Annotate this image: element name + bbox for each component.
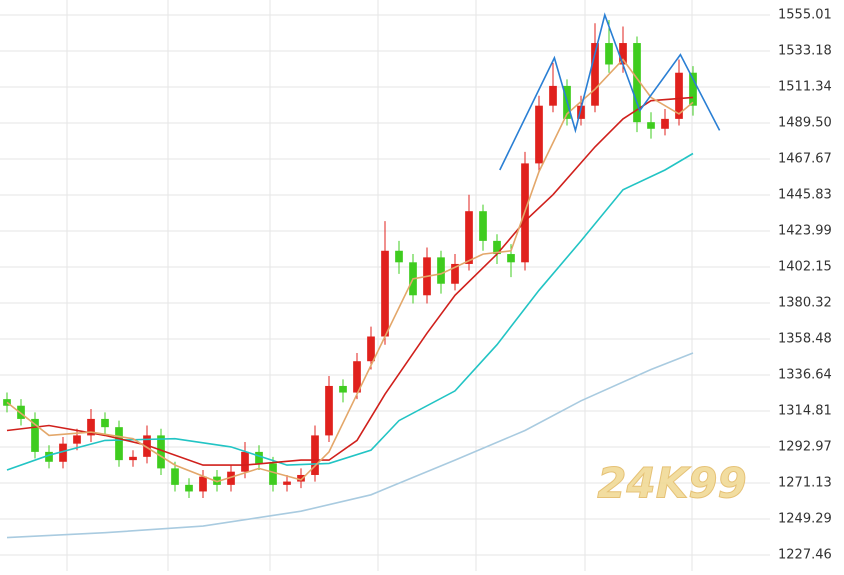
candle-body xyxy=(45,451,53,462)
candle-body xyxy=(647,122,655,129)
candle-body xyxy=(73,435,81,444)
horizontal-grid xyxy=(0,14,770,556)
candle-body xyxy=(311,435,319,475)
candle-body xyxy=(325,385,333,436)
candle-body xyxy=(269,463,277,485)
moving-average xyxy=(6,152,694,471)
moving-average xyxy=(6,352,694,539)
y-tick-label: 1249.29 xyxy=(778,512,832,527)
y-tick-label: 1271.13 xyxy=(778,475,832,490)
candle-body xyxy=(493,240,501,255)
y-tick-label: 1555.01 xyxy=(778,8,832,23)
y-tick-label: 1227.46 xyxy=(778,547,832,562)
candle-body xyxy=(241,451,249,472)
candle-body xyxy=(255,451,263,464)
candle-body xyxy=(283,481,291,485)
candle-body xyxy=(115,427,123,461)
candle-body xyxy=(129,456,137,461)
candle-body xyxy=(507,254,515,263)
candle-body xyxy=(661,118,669,129)
candle-body xyxy=(367,336,375,362)
y-tick-label: 1314.81 xyxy=(778,403,832,418)
y-tick-label: 1336.64 xyxy=(778,368,832,383)
moving-average xyxy=(6,58,694,483)
candle-body xyxy=(549,85,557,106)
candle-body xyxy=(353,361,361,393)
candle-body xyxy=(577,105,585,119)
y-tick-label: 1402.15 xyxy=(778,260,832,275)
candle-body xyxy=(227,471,235,485)
candle-body xyxy=(59,443,67,462)
candle-body xyxy=(395,250,403,263)
candle-body xyxy=(479,211,487,241)
y-tick-label: 1533.18 xyxy=(778,43,832,58)
candle-body xyxy=(31,418,39,452)
candle-body xyxy=(675,72,683,119)
candle-body xyxy=(171,468,179,485)
y-tick-label: 1423.99 xyxy=(778,223,832,238)
candle-body xyxy=(605,43,613,65)
candle-body xyxy=(87,418,95,436)
y-tick-label: 1511.34 xyxy=(778,79,832,94)
y-tick-label: 1292.97 xyxy=(778,439,832,454)
y-tick-label: 1445.83 xyxy=(778,187,832,202)
y-tick-label: 1467.67 xyxy=(778,151,832,166)
candle-body xyxy=(157,435,165,469)
watermark: 24K99 xyxy=(597,459,746,508)
candle-body xyxy=(381,250,389,337)
candle-body xyxy=(297,474,305,482)
candle-body xyxy=(185,484,193,492)
candle-body xyxy=(535,105,543,164)
candle-body xyxy=(633,43,641,123)
y-tick-label: 1358.48 xyxy=(778,331,832,346)
candle-body xyxy=(437,257,445,284)
candle-body xyxy=(199,476,207,492)
y-tick-label: 1489.50 xyxy=(778,116,832,131)
candle-body xyxy=(689,72,697,106)
candle-body xyxy=(339,385,347,393)
candle-body xyxy=(451,263,459,284)
candle-body xyxy=(101,418,109,428)
trend-line xyxy=(499,12,721,171)
candle-body xyxy=(619,43,627,65)
candle-body xyxy=(17,405,25,419)
y-tick-label: 1380.32 xyxy=(778,295,832,310)
moving-average xyxy=(6,96,694,466)
candle-body xyxy=(591,43,599,106)
candle-body xyxy=(465,211,473,264)
